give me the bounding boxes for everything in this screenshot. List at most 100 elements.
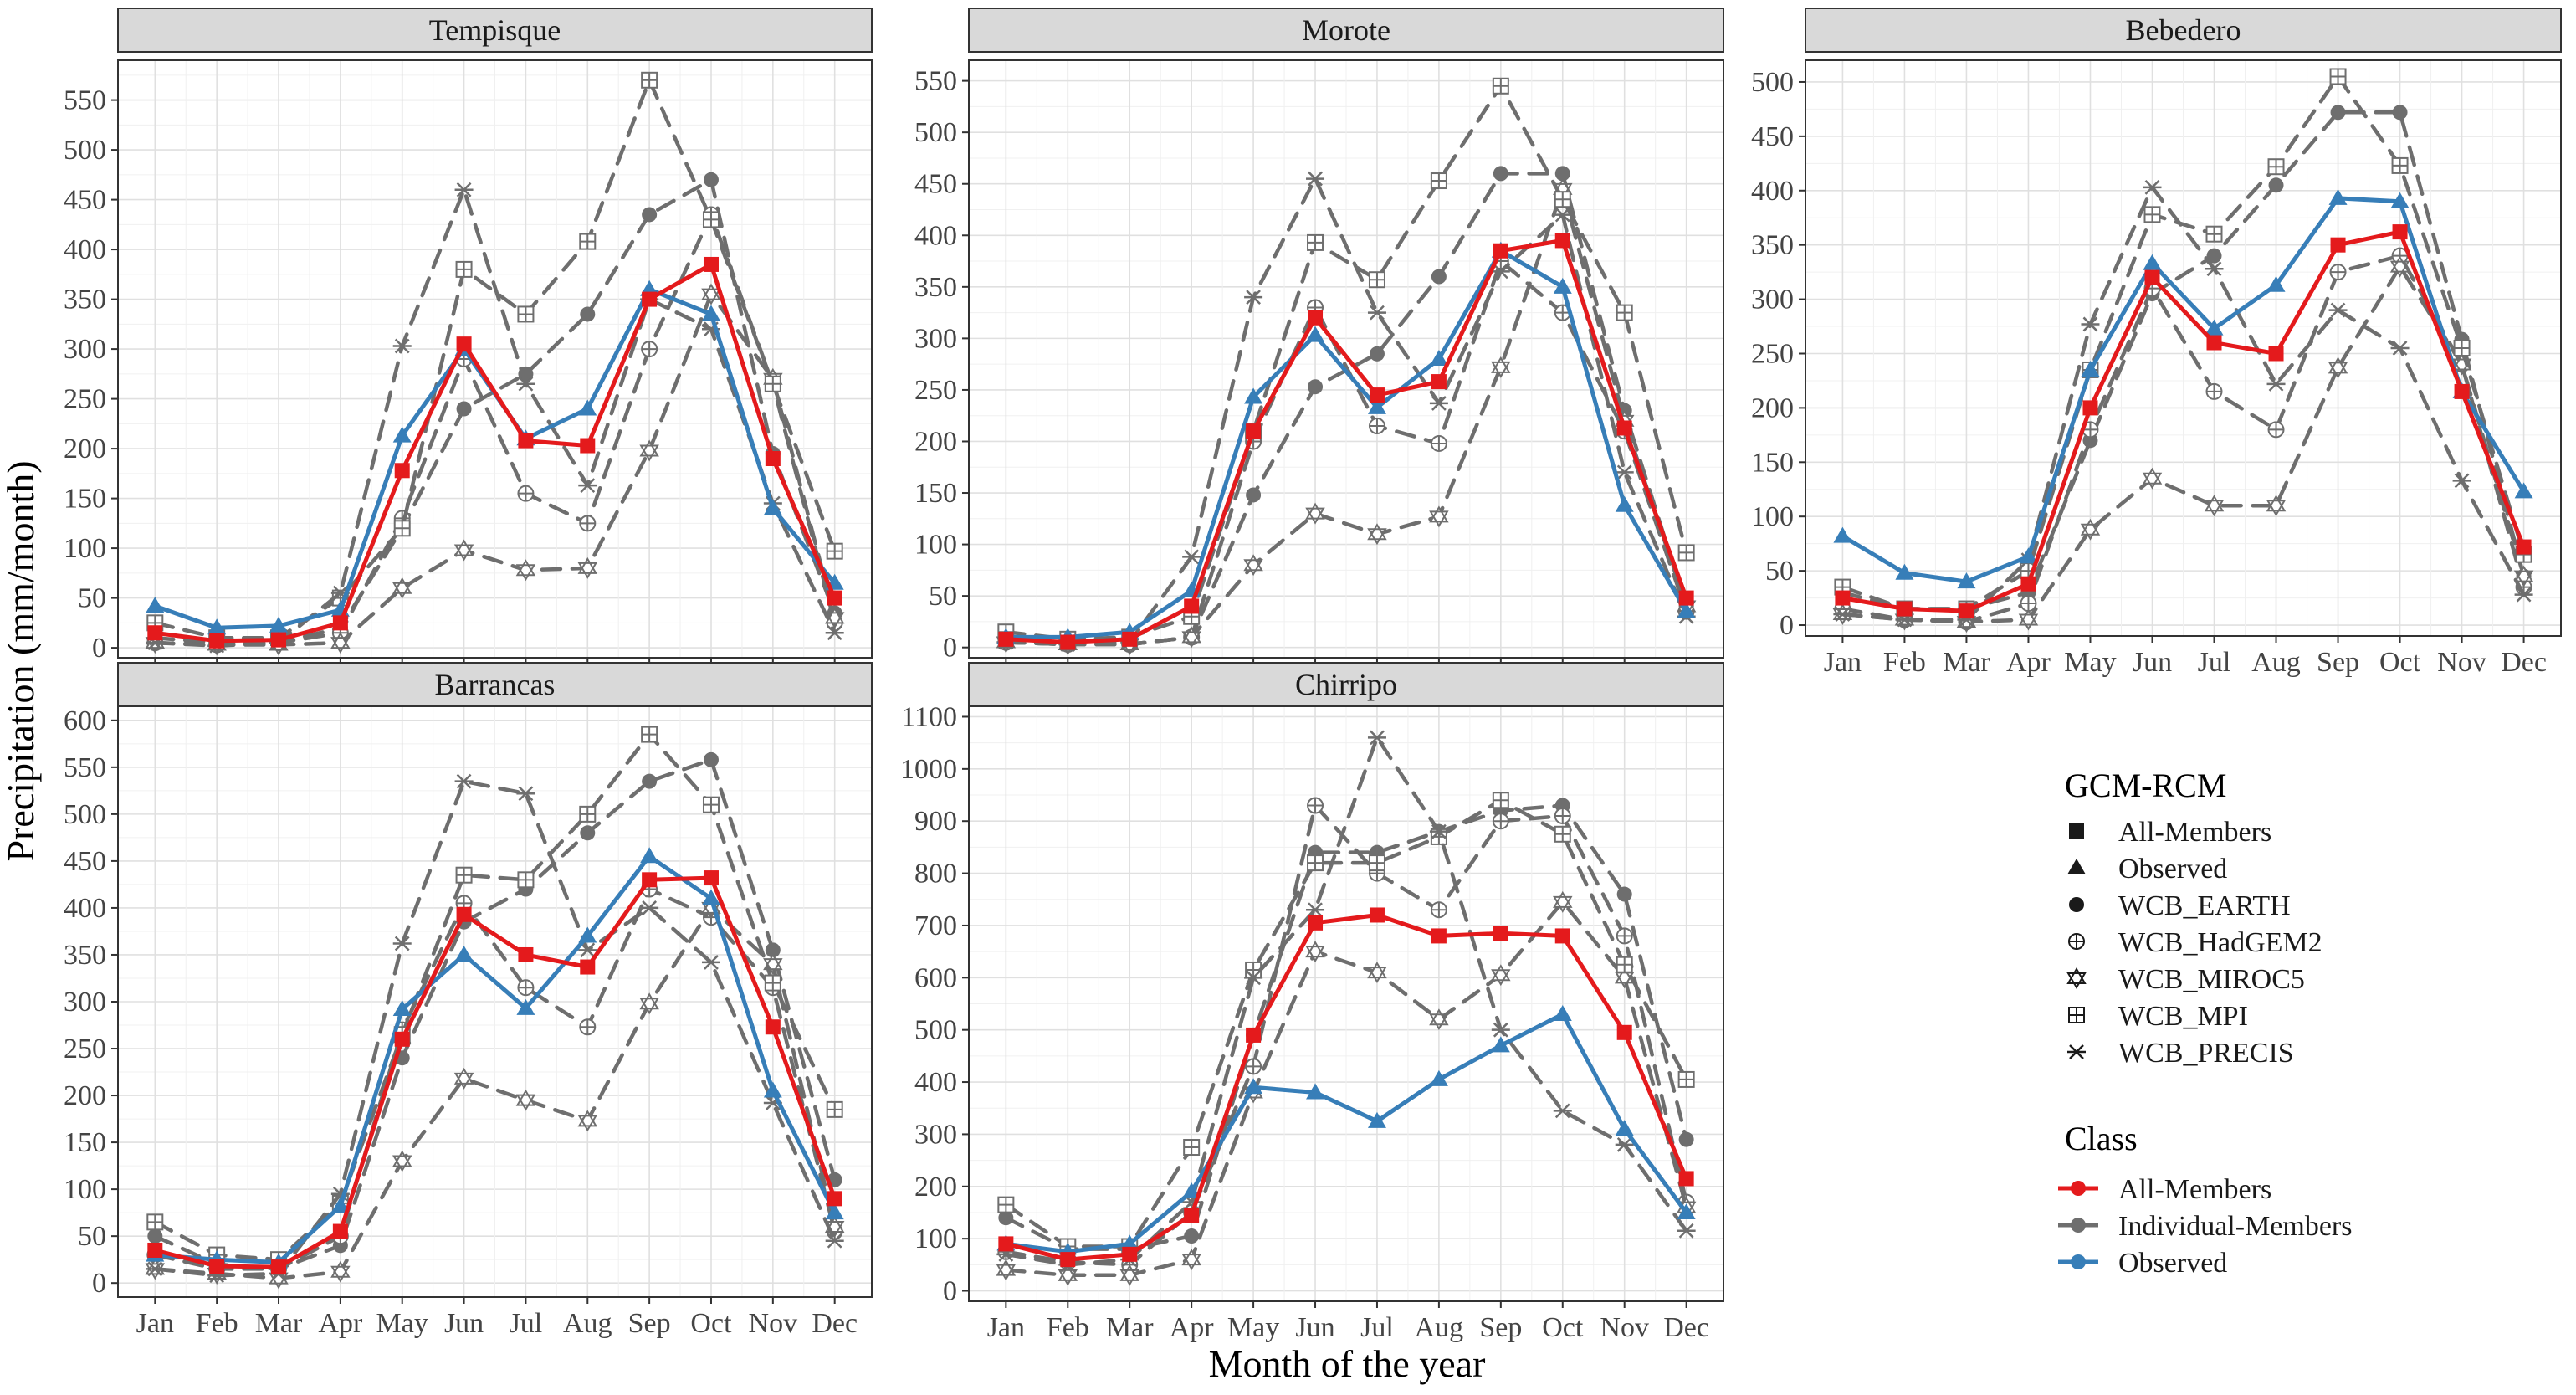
data-point (1060, 634, 1076, 650)
data-point (1492, 813, 1509, 830)
panel-border (117, 59, 873, 659)
x-tick-label: Jun (444, 1308, 484, 1339)
data-point (515, 559, 536, 582)
panel-strip: Tempisque (117, 8, 873, 53)
data-point (392, 1150, 412, 1172)
data-point (703, 870, 719, 886)
y-tick-label: 0 (92, 633, 106, 664)
y-axis: 0 50 100 150 200 250 300 350 400 450 500 550 (914, 66, 969, 664)
data-point (1554, 191, 1571, 208)
data-point (1184, 598, 1200, 614)
data-point (2389, 255, 2410, 278)
legend-label: WCB_PRECIS (2118, 1038, 2294, 1069)
data-point (392, 577, 412, 599)
data-point (825, 1203, 844, 1220)
series-group (145, 726, 845, 1290)
data-point (701, 955, 720, 970)
series-line (153, 177, 837, 645)
data-point (1615, 495, 1634, 512)
x-tick-label: Dec (2501, 647, 2547, 678)
series-line (1004, 900, 1688, 1278)
series-group (996, 730, 1697, 1286)
data-point (2018, 608, 2039, 631)
legend-key-circle (2069, 897, 2084, 912)
data-point (1367, 397, 1386, 414)
data-point (330, 1260, 351, 1283)
legend-label: Observed (2118, 854, 2227, 885)
y-tick-label: 150 (64, 1127, 106, 1158)
y-tick-label: 200 (64, 1080, 106, 1111)
data-point (1305, 941, 1325, 963)
series-line (1003, 238, 1689, 644)
data-point (147, 1242, 163, 1258)
data-point (2266, 495, 2287, 517)
data-point (2392, 105, 2408, 121)
data-point (2514, 587, 2533, 603)
panel-border (968, 59, 1724, 659)
data-point (996, 1259, 1017, 1281)
x-tick-label: Dec (1663, 1312, 1709, 1343)
data-point (1368, 854, 1385, 872)
x-tick-label: Nov (749, 1308, 798, 1339)
y-tick-label: 900 (914, 806, 957, 837)
data-point (998, 631, 1014, 647)
data-point (1616, 927, 1633, 945)
y-axis: 0 100 200 300 400 500 600 700 800 900 1000 1100 (900, 701, 969, 1307)
series-line (1841, 264, 2526, 624)
data-point (1493, 926, 1508, 941)
panel-title: Morote (1302, 13, 1390, 47)
y-tick-label: 500 (64, 135, 106, 166)
x-tick-label: Jun (2133, 647, 2172, 678)
y-tick-label: 700 (914, 910, 957, 941)
series-line (1004, 736, 1688, 1267)
data-point (702, 796, 720, 813)
data-point (825, 625, 844, 641)
x-tick-label: Sep (2317, 647, 2359, 678)
legend-label: All-Members (2118, 1174, 2271, 1205)
data-point (826, 542, 843, 560)
data-point (2204, 495, 2225, 517)
data-point (2143, 179, 2162, 195)
y-tick-label: 0 (943, 633, 957, 664)
data-point (765, 1019, 781, 1035)
data-point (2205, 261, 2224, 277)
data-point (1616, 1024, 1632, 1040)
series-line (152, 854, 837, 1264)
y-tick-label: 350 (1751, 230, 1794, 261)
data-point (641, 341, 658, 358)
data-point (1429, 823, 1448, 839)
y-tick-label: 400 (1751, 176, 1794, 207)
data-point (2330, 237, 2346, 253)
x-tick-label: Dec (812, 1308, 858, 1339)
data-point (1554, 807, 1571, 824)
data-point (1369, 387, 1385, 403)
panel-title: Barrancas (435, 668, 556, 701)
legend-title-class: Class (2065, 1120, 2138, 1157)
data-point (517, 305, 535, 323)
data-point (1553, 1103, 1572, 1119)
data-point (701, 283, 721, 305)
data-point (2328, 188, 2348, 205)
legend-label: Observed (2118, 1248, 2227, 1279)
x-axis-title: Month of the year (1209, 1342, 1486, 1385)
data-point (2513, 565, 2534, 587)
series-line (1003, 913, 1689, 1262)
y-tick-label: 200 (1751, 392, 1794, 423)
series-all-members (1835, 224, 2532, 619)
series-line (1004, 187, 1688, 647)
data-point (1431, 928, 1447, 944)
data-point (330, 632, 351, 654)
legend-item: WCB_EARTH (2069, 890, 2291, 921)
data-point (702, 211, 720, 228)
x-tick-label: Nov (1600, 1312, 1649, 1343)
data-point (1367, 962, 1387, 984)
data-point (642, 872, 658, 888)
y-tick-label: 1000 (900, 754, 957, 785)
legend-label: Individual-Members (2118, 1211, 2353, 1242)
series-all-members (998, 907, 1694, 1268)
data-point (1368, 418, 1385, 435)
data-point (1616, 304, 1633, 321)
series-line (153, 187, 837, 648)
data-point (2205, 382, 2223, 400)
data-point (1183, 1139, 1201, 1157)
